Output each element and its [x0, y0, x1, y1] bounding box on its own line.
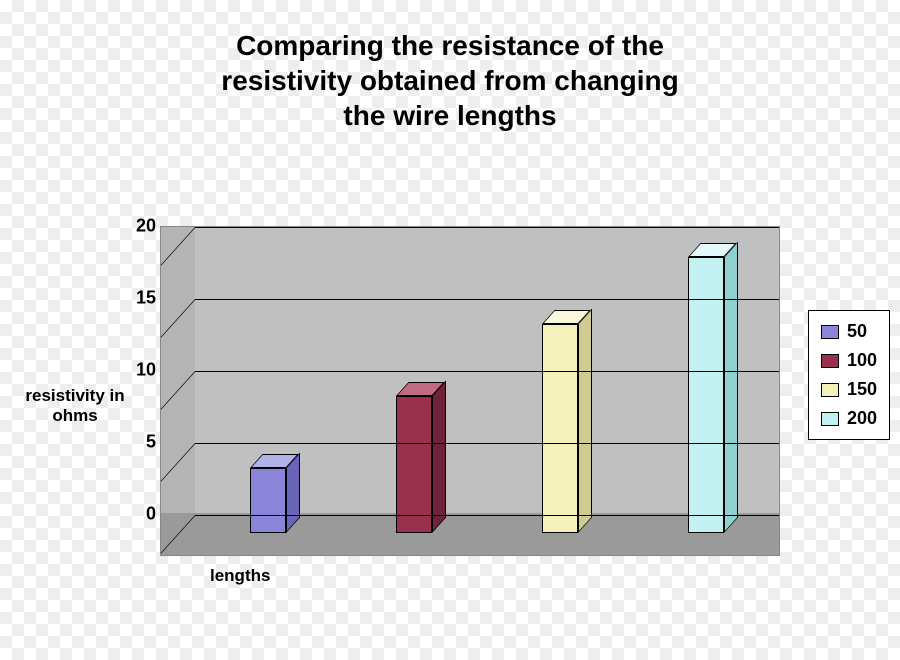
plot-back-side [161, 227, 195, 515]
grid-line [195, 371, 779, 372]
grid-line [195, 443, 779, 444]
bar-front [542, 324, 578, 533]
title-line-2: resistivity obtained from changing [0, 63, 900, 98]
legend-label: 50 [847, 321, 867, 342]
y-tick: 10 [126, 360, 156, 381]
legend-item-50: 50 [819, 317, 879, 346]
bar-150 [542, 324, 578, 533]
grid-line [195, 515, 779, 516]
legend-swatch [821, 383, 839, 397]
bar-50 [250, 468, 286, 533]
legend-item-100: 100 [819, 346, 879, 375]
y-axis-label: resistivity in ohms [10, 386, 140, 427]
legend-label: 150 [847, 379, 877, 400]
y-tick: 15 [126, 288, 156, 309]
bar-side [432, 381, 446, 533]
y-tick: 0 [126, 504, 156, 525]
bar-100 [396, 396, 432, 533]
bar-front [250, 468, 286, 533]
grid-line [195, 227, 779, 228]
title-line-3: the wire lengths [0, 98, 900, 133]
y-tick: 5 [126, 432, 156, 453]
legend: 50 100 150 200 [808, 310, 890, 440]
legend-label: 200 [847, 408, 877, 429]
bar-side [724, 241, 738, 533]
legend-swatch [821, 354, 839, 368]
bars-area [195, 227, 779, 513]
chart-title: Comparing the resistance of the resistiv… [0, 28, 900, 133]
title-line-1: Comparing the resistance of the [0, 28, 900, 63]
legend-swatch [821, 412, 839, 426]
plot-area [160, 226, 780, 556]
legend-label: 100 [847, 350, 877, 371]
bar-front [688, 257, 724, 533]
y-tick: 20 [126, 216, 156, 237]
legend-item-150: 150 [819, 375, 879, 404]
bar-side [578, 309, 592, 533]
bar-200 [688, 257, 724, 533]
x-axis-label: lengths [210, 566, 270, 586]
legend-swatch [821, 325, 839, 339]
grid-line [195, 299, 779, 300]
bar-front [396, 396, 432, 533]
legend-item-200: 200 [819, 404, 879, 433]
chart-container: resistivity in ohms lengths 05101520 [50, 226, 790, 596]
